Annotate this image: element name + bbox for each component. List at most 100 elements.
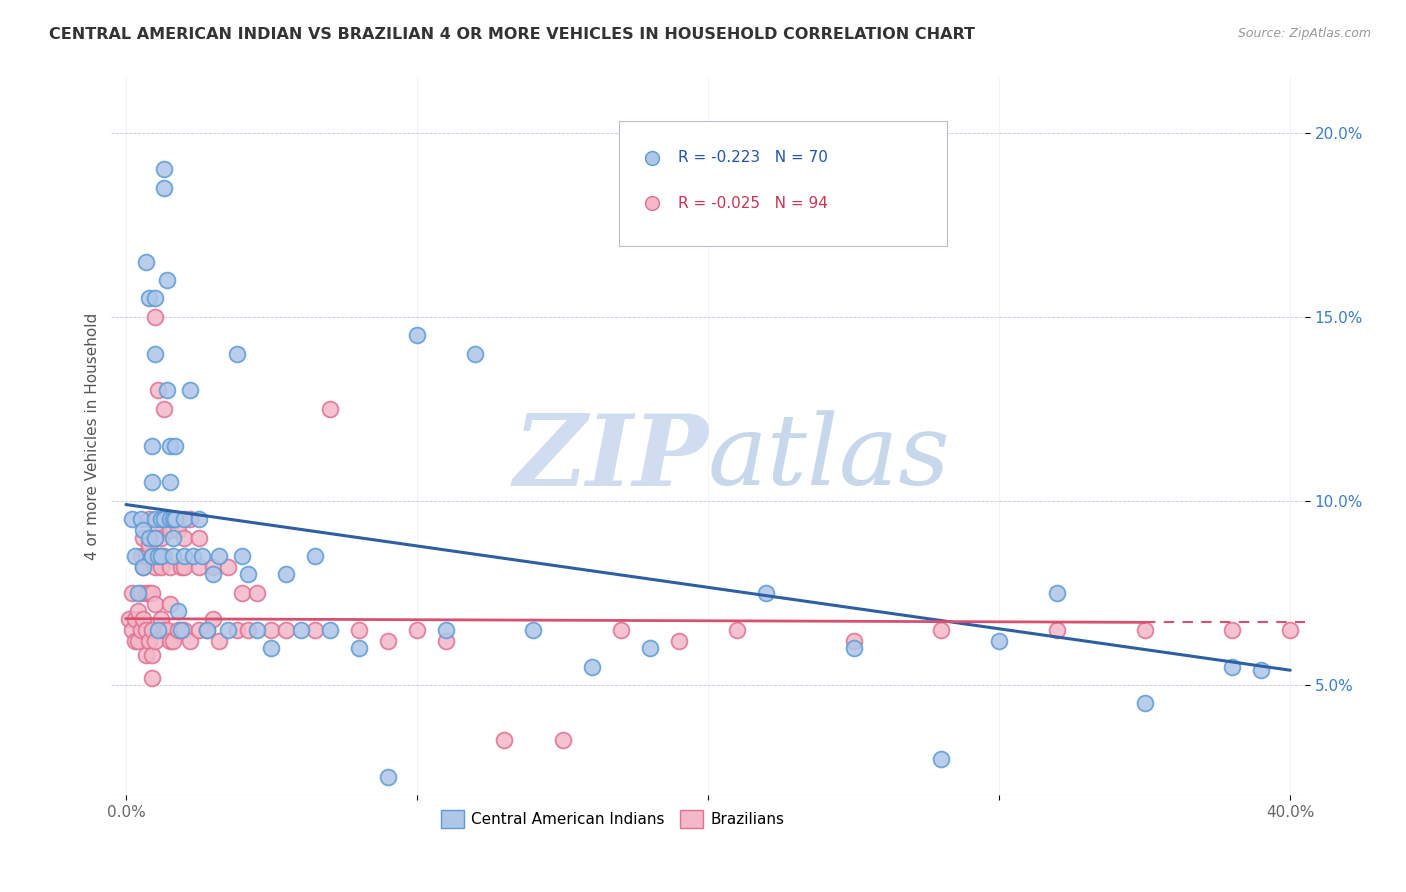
- Point: [159, 524, 181, 538]
- Point: [522, 623, 544, 637]
- Point: [129, 623, 152, 637]
- Point: [197, 623, 219, 637]
- Text: atlas: atlas: [709, 410, 950, 506]
- Point: [231, 549, 253, 563]
- Point: [179, 512, 201, 526]
- Point: [434, 633, 457, 648]
- Point: [165, 512, 187, 526]
- Point: [165, 512, 187, 526]
- Point: [138, 538, 160, 552]
- Point: [217, 560, 239, 574]
- Point: [153, 549, 176, 563]
- Point: [138, 586, 160, 600]
- Point: [149, 612, 172, 626]
- Point: [929, 751, 952, 765]
- Point: [127, 586, 149, 600]
- Point: [141, 671, 163, 685]
- Point: [173, 623, 195, 637]
- Point: [181, 549, 204, 563]
- Point: [156, 384, 179, 398]
- Point: [246, 623, 269, 637]
- Point: [124, 612, 146, 626]
- Point: [138, 531, 160, 545]
- Point: [190, 549, 212, 563]
- Point: [135, 648, 157, 663]
- Point: [167, 623, 190, 637]
- Point: [1279, 623, 1302, 637]
- Point: [1133, 697, 1156, 711]
- Point: [138, 633, 160, 648]
- Text: R = -0.025   N = 94: R = -0.025 N = 94: [678, 195, 828, 211]
- Point: [581, 659, 603, 673]
- Point: [124, 633, 146, 648]
- Point: [246, 586, 269, 600]
- Point: [842, 641, 865, 656]
- Point: [187, 560, 209, 574]
- Point: [319, 401, 342, 416]
- Point: [610, 623, 633, 637]
- Point: [274, 567, 297, 582]
- Point: [217, 623, 239, 637]
- Point: [143, 310, 166, 324]
- Point: [121, 586, 143, 600]
- Point: [121, 512, 143, 526]
- Point: [202, 612, 225, 626]
- Point: [118, 612, 141, 626]
- Point: [290, 623, 312, 637]
- Point: [304, 623, 326, 637]
- Point: [153, 512, 176, 526]
- Point: [304, 549, 326, 563]
- Point: [173, 560, 195, 574]
- Point: [132, 560, 155, 574]
- Point: [143, 512, 166, 526]
- Point: [1250, 663, 1272, 677]
- Point: [159, 512, 181, 526]
- Point: [124, 549, 146, 563]
- Point: [1046, 623, 1069, 637]
- Point: [170, 623, 193, 637]
- Point: [162, 512, 184, 526]
- Point: [406, 328, 429, 343]
- Point: [149, 512, 172, 526]
- Text: R = -0.223   N = 70: R = -0.223 N = 70: [678, 151, 828, 165]
- Point: [141, 623, 163, 637]
- Point: [149, 549, 172, 563]
- Point: [143, 531, 166, 545]
- Point: [208, 633, 231, 648]
- Point: [129, 549, 152, 563]
- Point: [1046, 586, 1069, 600]
- Point: [1337, 623, 1360, 637]
- Point: [143, 531, 166, 545]
- Point: [1395, 623, 1406, 637]
- Point: [132, 612, 155, 626]
- Point: [146, 549, 169, 563]
- Point: [406, 623, 429, 637]
- Point: [1220, 659, 1243, 673]
- Point: [842, 633, 865, 648]
- Point: [187, 623, 209, 637]
- Point: [725, 623, 748, 637]
- Point: [135, 586, 157, 600]
- Point: [132, 524, 155, 538]
- Point: [162, 512, 184, 526]
- Point: [159, 633, 181, 648]
- Point: [149, 560, 172, 574]
- Point: [377, 633, 399, 648]
- Point: [143, 560, 166, 574]
- Point: [153, 162, 176, 177]
- Point: [141, 549, 163, 563]
- Point: [167, 524, 190, 538]
- Point: [929, 623, 952, 637]
- Point: [187, 531, 209, 545]
- Y-axis label: 4 or more Vehicles in Household: 4 or more Vehicles in Household: [86, 313, 100, 560]
- Point: [141, 586, 163, 600]
- Point: [197, 623, 219, 637]
- Point: [377, 770, 399, 784]
- Point: [129, 512, 152, 526]
- Point: [162, 633, 184, 648]
- Point: [162, 549, 184, 563]
- Point: [551, 733, 574, 747]
- Point: [138, 291, 160, 305]
- Point: [159, 560, 181, 574]
- Point: [138, 512, 160, 526]
